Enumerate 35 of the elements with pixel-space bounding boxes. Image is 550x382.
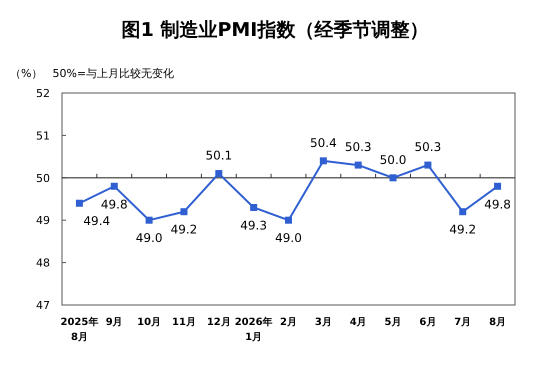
title: 图1 制造业PMI指数（经季节调整） (122, 19, 428, 41)
data-label: 49.3 (240, 218, 268, 232)
data-label: 49.2 (449, 222, 476, 237)
data-label: 49.0 (275, 231, 302, 246)
ytick: 47 (36, 299, 50, 312)
data-label: 50.0 (380, 152, 406, 167)
annotation: 50%=与上月比较无变化 (52, 67, 174, 80)
data-label: 50.4 (310, 136, 337, 150)
xtick: 5月 (384, 317, 402, 328)
data-label: 49.8 (484, 197, 511, 212)
xtick: 2026年 1月 (234, 317, 273, 343)
xtick: 12月 (206, 317, 231, 328)
ytick: 48 (36, 256, 50, 270)
xtick: 4月 (350, 317, 367, 328)
data-label: 50.3 (344, 140, 372, 154)
xtick: 9月 (106, 317, 123, 328)
xtick: 2月 (280, 317, 297, 328)
data-label: 50.3 (414, 140, 442, 154)
ytick: 52 (36, 87, 50, 100)
data-label: 49.0 (136, 231, 162, 246)
data-label: 49.4 (83, 214, 110, 228)
data-label: 49.2 (170, 222, 198, 237)
ytick: 49 (36, 214, 50, 228)
data-label: 50.1 (205, 148, 232, 163)
xtick: 10月 (137, 317, 162, 328)
xtick: 8月 (489, 317, 506, 328)
data-label: 49.8 (100, 197, 128, 212)
xtick: 7月 (454, 317, 472, 328)
ytick: 51 (36, 129, 50, 142)
xtick: 2025年 8月 (60, 317, 98, 343)
xtick: 3月 (314, 317, 332, 328)
xtick: 11月 (172, 317, 196, 328)
xtick: 6月 (419, 317, 436, 328)
ytick: 50 (36, 172, 50, 185)
annotation: （%） (10, 67, 42, 80)
